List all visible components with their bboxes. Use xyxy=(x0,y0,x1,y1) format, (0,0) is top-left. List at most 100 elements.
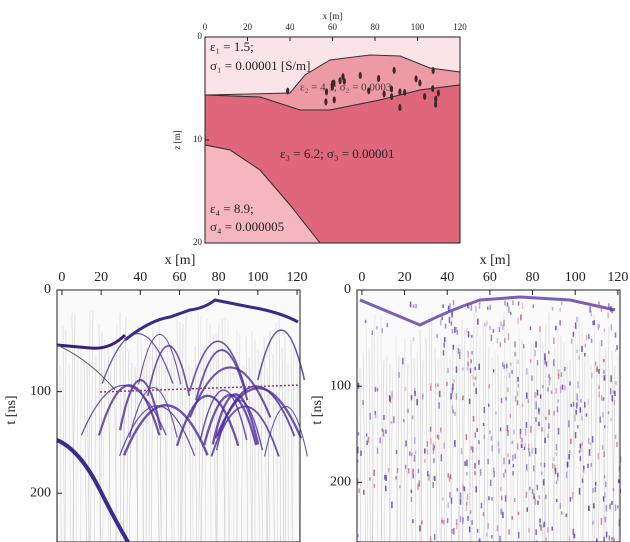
reflection-speckle xyxy=(572,528,574,535)
reflection-speckle xyxy=(603,375,606,381)
rock xyxy=(414,75,418,83)
reflection-speckle xyxy=(470,359,472,364)
reflection-speckle xyxy=(500,397,503,404)
t-axis-label: t [ns] xyxy=(4,395,19,424)
reflection-speckle xyxy=(618,479,620,483)
reflection-speckle xyxy=(525,421,528,428)
noise-trace xyxy=(191,367,194,542)
reflection-speckle xyxy=(443,519,445,525)
reflection-speckle xyxy=(593,320,596,326)
noise-trace xyxy=(524,350,527,542)
reflection-speckle xyxy=(587,463,589,468)
noise-trace xyxy=(229,348,232,542)
reflection-speckle xyxy=(588,334,590,340)
x-tick-label: 40 xyxy=(286,22,296,32)
reflection-speckle xyxy=(608,535,611,541)
reflection-speckle xyxy=(511,440,513,444)
x-tick-label: 40 xyxy=(133,270,147,285)
x-axis-label: x [m] xyxy=(480,253,511,268)
reflection-speckle xyxy=(508,459,511,465)
reflection-speckle xyxy=(526,507,528,512)
reflection-speckle xyxy=(497,441,500,447)
reflection-speckle xyxy=(513,429,515,435)
reflection-speckle xyxy=(448,316,451,324)
reflection-speckle xyxy=(459,492,462,499)
reflection-speckle xyxy=(519,433,522,439)
reflection-speckle xyxy=(557,472,559,478)
reflection-speckle xyxy=(608,303,610,309)
reflection-speckle xyxy=(489,430,491,434)
reflection-speckle xyxy=(438,402,440,409)
reflection-speckle xyxy=(428,474,430,481)
noise-trace xyxy=(556,327,559,542)
noise-trace xyxy=(122,316,127,542)
reflection-speckle xyxy=(535,529,537,536)
reflection-speckle xyxy=(568,420,570,428)
noise-trace xyxy=(372,313,376,542)
diffraction-hyperbola xyxy=(128,387,178,438)
noise-trace xyxy=(551,360,554,542)
reflection-speckle xyxy=(455,523,458,530)
reflection-speckle xyxy=(601,445,604,450)
reflection-speckle xyxy=(369,477,371,481)
reflection-speckle xyxy=(565,514,567,518)
reflection-speckle xyxy=(512,454,514,461)
direct-wave xyxy=(56,333,127,350)
reflection-speckle xyxy=(465,501,468,506)
reflection-speckle xyxy=(535,403,537,410)
noise-trace xyxy=(267,330,271,542)
x-tick-label: 80 xyxy=(371,22,381,32)
reflection-speckle xyxy=(592,520,594,525)
reflection-speckle xyxy=(479,300,482,304)
reflection-speckle xyxy=(477,538,480,542)
reflection-speckle xyxy=(440,427,442,433)
reflection-speckle xyxy=(399,485,401,489)
reflection-speckle xyxy=(412,468,414,475)
reflection-speckle xyxy=(491,534,493,539)
noise-trace xyxy=(593,314,597,542)
reflection-speckle xyxy=(412,304,415,308)
reflection-speckle xyxy=(436,434,439,439)
reflection-speckle xyxy=(451,311,453,318)
reflection-speckle xyxy=(458,349,461,353)
reflection-speckle xyxy=(539,518,541,523)
reflection-speckle xyxy=(466,472,468,476)
reflection-speckle xyxy=(376,326,378,330)
noise-trace xyxy=(553,346,556,542)
reflection-speckle xyxy=(430,438,432,445)
reflection-speckle xyxy=(442,350,445,356)
noise-trace xyxy=(503,312,508,542)
reflection-speckle xyxy=(525,464,528,471)
noise-trace xyxy=(83,363,87,542)
reflection-speckle xyxy=(469,510,472,514)
diffraction-hyperbola xyxy=(257,329,306,381)
reflection-speckle xyxy=(521,403,524,408)
reflection-speckle xyxy=(510,362,512,366)
reflection-speckle xyxy=(433,533,436,541)
reflection-speckle xyxy=(578,487,581,495)
reflection-speckle xyxy=(451,528,453,534)
reflection-speckle xyxy=(534,392,537,398)
reflection-speckle xyxy=(538,421,540,427)
reflection-speckle xyxy=(367,436,370,443)
reflection-speckle xyxy=(447,473,449,478)
reflection-speckle xyxy=(499,535,501,542)
reflection-speckle xyxy=(535,341,537,348)
reflection-speckle xyxy=(534,349,536,357)
rock xyxy=(341,73,345,81)
reflection-speckle xyxy=(542,479,545,486)
noise-trace xyxy=(257,349,260,542)
reflection-speckle xyxy=(402,357,404,365)
noise-trace xyxy=(290,336,293,542)
reflection-speckle xyxy=(489,325,491,331)
reflection-speckle xyxy=(429,536,432,542)
noise-trace xyxy=(198,316,202,542)
radargram-frame xyxy=(356,289,621,542)
reflection-speckle xyxy=(467,331,470,338)
noise-trace xyxy=(59,366,62,542)
noise-trace xyxy=(221,319,226,542)
noise-trace xyxy=(449,356,452,542)
reflection-speckle xyxy=(465,505,468,511)
reflection-speckle xyxy=(453,528,455,535)
reflection-speckle xyxy=(387,467,390,473)
